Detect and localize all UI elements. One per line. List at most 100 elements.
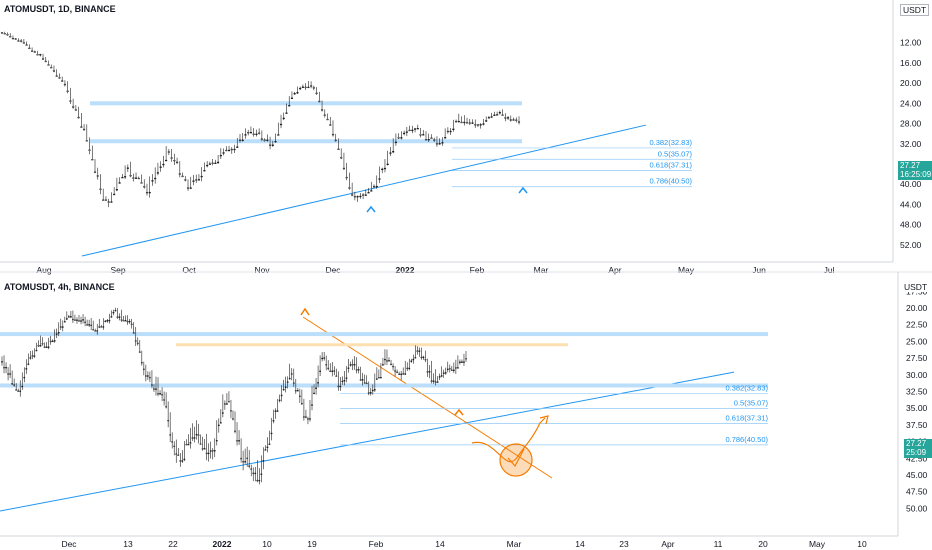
candle-body bbox=[20, 40, 23, 42]
candle-body bbox=[153, 388, 155, 390]
candle-body bbox=[22, 42, 25, 44]
price-tick-label: 32.00 bbox=[900, 139, 922, 149]
candle-body bbox=[303, 416, 305, 418]
candle-body bbox=[74, 319, 76, 321]
candle-body bbox=[361, 379, 364, 381]
candle-body bbox=[59, 326, 62, 328]
candle-body bbox=[143, 186, 146, 188]
candle-body bbox=[189, 442, 192, 444]
candle-body bbox=[345, 377, 348, 379]
candle-body bbox=[72, 106, 75, 108]
candle-body bbox=[301, 86, 304, 88]
candle-body bbox=[457, 120, 460, 123]
time-tick-label: Feb bbox=[470, 265, 485, 275]
up-arrow-marker bbox=[366, 205, 376, 213]
candle-body bbox=[272, 420, 275, 422]
candle-body bbox=[15, 389, 18, 391]
candle-body bbox=[323, 357, 326, 359]
candle-body bbox=[219, 154, 222, 157]
candle-body bbox=[25, 368, 28, 370]
candle-body bbox=[348, 187, 351, 189]
candle-body bbox=[99, 188, 102, 190]
candle-body bbox=[203, 448, 206, 450]
candle-body bbox=[163, 399, 165, 401]
candle-body bbox=[463, 361, 465, 363]
candle-body bbox=[77, 116, 80, 119]
candle-body bbox=[269, 144, 272, 146]
candle-body bbox=[200, 175, 203, 178]
time-tick-label: Mar bbox=[534, 265, 549, 275]
candle-body bbox=[430, 380, 433, 382]
candle-body bbox=[468, 122, 471, 124]
price-tick-label: 20.00 bbox=[900, 78, 922, 88]
candle-body bbox=[70, 316, 72, 318]
candle-body bbox=[271, 144, 274, 146]
price-tick-label: 47.50 bbox=[906, 487, 928, 497]
candle-body bbox=[258, 132, 261, 134]
candle-body bbox=[241, 139, 244, 141]
price-tick-label: 44.00 bbox=[900, 199, 922, 209]
candle-body bbox=[493, 114, 496, 116]
candle-body bbox=[400, 373, 403, 376]
candle-body bbox=[83, 128, 86, 131]
candle-body bbox=[307, 86, 310, 89]
candle-body bbox=[211, 450, 214, 452]
top-currency-label: USDT bbox=[900, 4, 930, 16]
candle-body bbox=[378, 178, 381, 180]
candle-body bbox=[515, 119, 518, 121]
top-pane-title: ATOMUSDT, 1D, BINANCE bbox=[4, 4, 116, 14]
top-pane: 0.786(40.50) 0.618(37.31) 0.5(35.07) 0.382(… bbox=[0, 0, 922, 275]
candle-body bbox=[91, 159, 94, 161]
candle-body bbox=[394, 370, 396, 372]
candle-body bbox=[90, 324, 93, 327]
candle-body bbox=[201, 448, 204, 450]
candle-body bbox=[398, 373, 400, 376]
candle-body bbox=[47, 346, 50, 348]
candle-body bbox=[106, 320, 109, 322]
candle-body bbox=[236, 440, 238, 442]
candle-body bbox=[400, 137, 403, 139]
candle-body bbox=[136, 342, 139, 345]
price-tick-label: 40.00 bbox=[900, 179, 922, 189]
candle-body bbox=[446, 368, 449, 371]
candle-body bbox=[27, 363, 30, 365]
candle-body bbox=[7, 373, 9, 375]
candle-body bbox=[455, 367, 457, 369]
candle-body bbox=[408, 367, 411, 370]
candle-body bbox=[154, 177, 157, 180]
candle-body bbox=[3, 33, 6, 35]
candle-body bbox=[25, 44, 28, 46]
candle-body bbox=[45, 346, 48, 348]
candle-body bbox=[211, 162, 214, 164]
time-tick-label: 13 bbox=[123, 539, 133, 549]
candle-body bbox=[138, 351, 141, 353]
time-tick-label: Apr bbox=[608, 265, 621, 275]
candle-body bbox=[487, 117, 490, 119]
candle-body bbox=[264, 449, 267, 451]
candle-body bbox=[474, 124, 477, 126]
candle-body bbox=[435, 143, 438, 145]
orange-high-marker bbox=[300, 307, 310, 316]
candle-body bbox=[92, 329, 95, 331]
candle-body bbox=[256, 479, 259, 482]
candle-body bbox=[463, 121, 466, 124]
candle-body bbox=[392, 365, 394, 368]
candle-body bbox=[501, 114, 504, 116]
candle-body bbox=[137, 177, 140, 180]
candle-body bbox=[342, 167, 345, 170]
candle-body bbox=[299, 87, 302, 90]
candle-body bbox=[334, 139, 337, 142]
candle-body bbox=[126, 167, 129, 169]
candle-body bbox=[167, 151, 170, 153]
candle-body bbox=[290, 97, 294, 99]
candle-body bbox=[181, 175, 184, 178]
candle-body bbox=[29, 357, 32, 359]
candle-body bbox=[345, 176, 348, 179]
candle-body bbox=[356, 196, 359, 198]
candle-body bbox=[422, 134, 425, 136]
support-resistance-zone bbox=[90, 139, 522, 144]
candle-body bbox=[21, 385, 24, 388]
candle-body bbox=[412, 358, 415, 361]
candle-body bbox=[309, 418, 311, 420]
candle-body bbox=[191, 437, 194, 439]
